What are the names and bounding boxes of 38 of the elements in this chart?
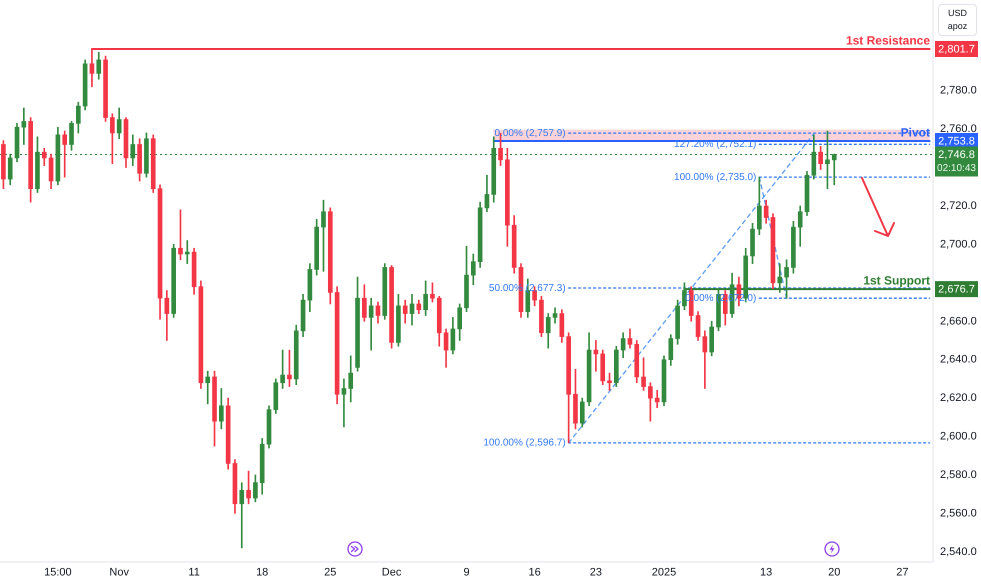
- x-tick-label: 23: [590, 566, 602, 579]
- y-tick-label: 2,580.0: [940, 468, 977, 481]
- series-label: 127.20% (2,752.1): [674, 139, 756, 150]
- x-tick-label: 18: [256, 566, 268, 579]
- series-label: Pivot: [900, 125, 930, 140]
- data-label: 2,801.7: [938, 44, 975, 56]
- y-tick-label: 2,720.0: [940, 200, 977, 212]
- series-label: 100.00% (2,735.0): [674, 172, 756, 183]
- text: 02:10:43: [937, 163, 976, 174]
- x-tick-label: 13: [760, 566, 772, 579]
- x-tick-label: Nov: [109, 566, 130, 579]
- x-tick-label: 25: [324, 566, 336, 579]
- y-tick-label: 2,700.0: [940, 238, 977, 250]
- series-label: 100.00% (2,596.7): [483, 438, 566, 449]
- data-label: 2,753.8: [938, 136, 975, 148]
- y-tick-label: 2,640.0: [940, 354, 977, 366]
- series-label: 1st Support: [863, 273, 930, 288]
- x-tick-label: 27: [896, 566, 908, 579]
- data-label: 2,676.7: [938, 284, 975, 296]
- x-tick-label: 11: [188, 566, 200, 579]
- x-tick-label: 9: [463, 566, 470, 579]
- series-label: 0.00% (2,757.9): [494, 128, 566, 139]
- y-tick-label: 2,780.0: [940, 84, 977, 97]
- x-tick-label: 2025: [652, 566, 676, 579]
- x-tick-label: 20: [828, 566, 840, 579]
- x-tick-label: 16: [528, 566, 541, 579]
- ref-line-label: 2,746.8: [938, 149, 975, 162]
- y-tick-label: 2,540.0: [940, 546, 977, 558]
- y-tick-label: 2,660.0: [940, 315, 977, 328]
- series-label: 1st Resistance: [846, 33, 930, 48]
- y-tick-label: 2,620.0: [940, 392, 977, 404]
- y-tick-label: 2,560.0: [940, 507, 977, 520]
- text: USD: [948, 7, 967, 20]
- text: apoz: [948, 20, 968, 33]
- y-tick-label: 2,600.0: [940, 430, 977, 443]
- y-tick-label: 2,760.0: [940, 123, 977, 136]
- x-tick-label: Dec: [382, 566, 402, 579]
- x-tick-label: 15:00: [44, 566, 72, 579]
